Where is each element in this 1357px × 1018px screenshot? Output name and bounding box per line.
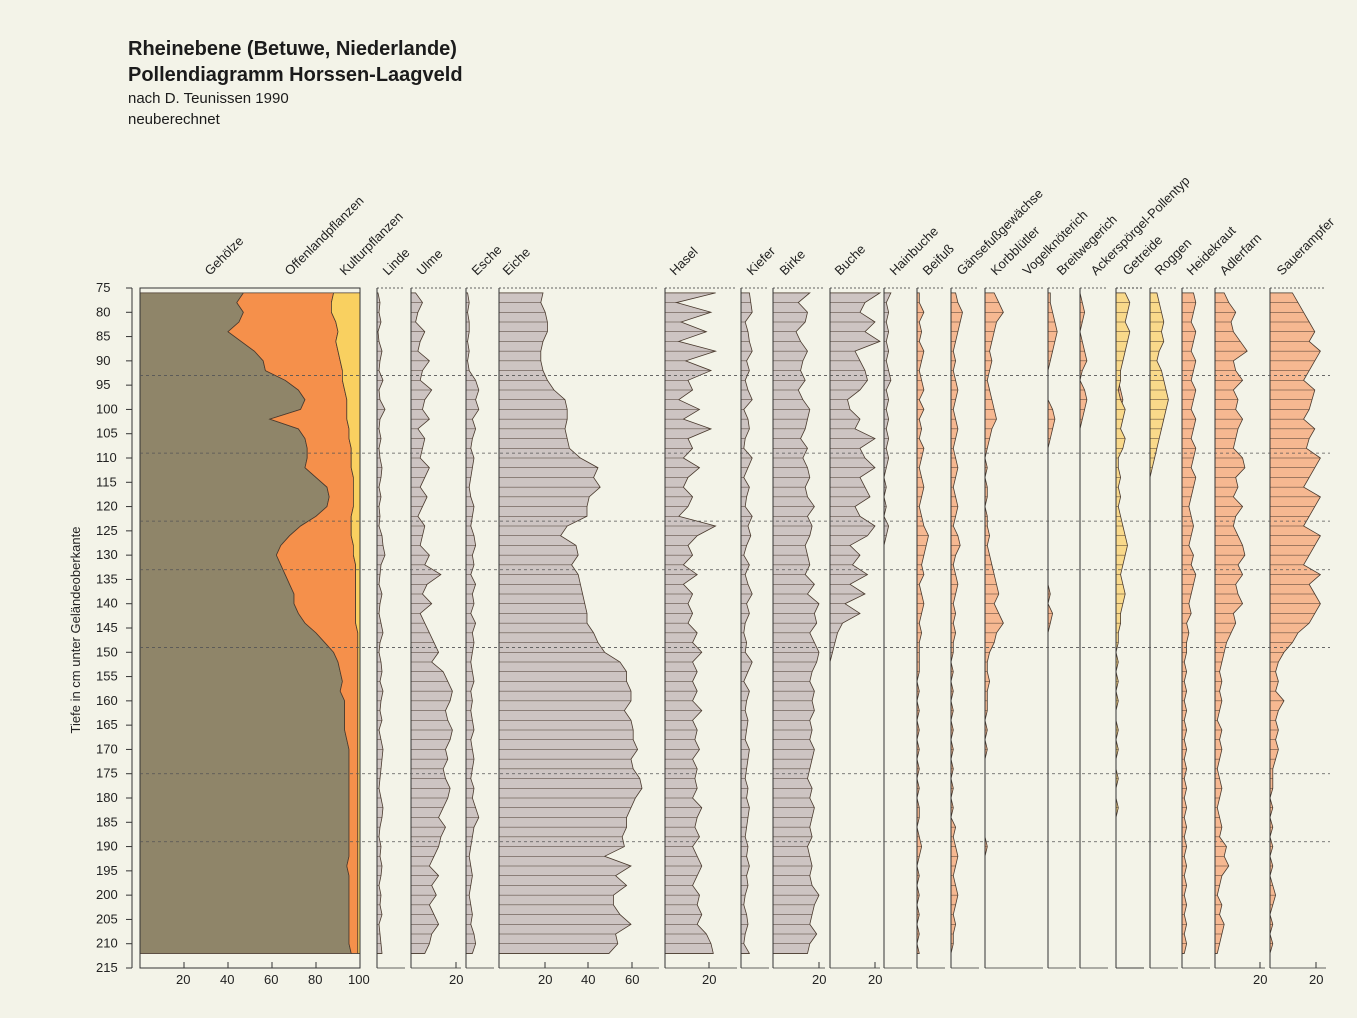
depth-tick-label: 140 <box>96 596 118 611</box>
depth-tick-label: 145 <box>96 620 118 635</box>
main-x-tick-label: 40 <box>220 972 234 987</box>
depth-tick-label: 210 <box>96 936 118 951</box>
depth-tick-label: 135 <box>96 571 118 586</box>
taxon-x-tick-label: 20 <box>449 972 463 987</box>
taxon-x-tick-label: 20 <box>1253 972 1267 987</box>
depth-tick-label: 125 <box>96 523 118 538</box>
taxon-x-tick-label: 40 <box>581 972 595 987</box>
taxon-label-eiche: Eiche <box>500 245 534 279</box>
depth-tick-label: 155 <box>96 669 118 684</box>
taxon-label-linde: Linde <box>380 245 413 278</box>
taxon-x-tick-label: 60 <box>625 972 639 987</box>
depth-tick-label: 205 <box>96 911 118 926</box>
depth-tick-label: 75 <box>96 280 110 295</box>
taxon-x-tick-label: 20 <box>702 972 716 987</box>
taxon-curve-breitwegerich <box>1079 292 1088 954</box>
chart-title-line1: Rheinebene (Betuwe, Niederlande) <box>128 38 457 60</box>
taxon-x-tick-label: 20 <box>868 972 882 987</box>
chart-title-line2: Pollendiagramm Horssen-Laagveld <box>128 64 463 86</box>
taxon-label-birke: Birke <box>777 247 809 279</box>
depth-tick-label: 105 <box>96 426 118 441</box>
depth-tick-label: 200 <box>96 887 118 902</box>
depth-tick-label: 195 <box>96 863 118 878</box>
taxon-label-buche: Buche <box>832 241 869 278</box>
taxon-label-hasel: Hasel <box>667 244 701 278</box>
taxon-label-ulme: Ulme <box>414 246 446 278</box>
main-x-tick-label: 60 <box>264 972 278 987</box>
depth-tick-label: 175 <box>96 766 118 781</box>
depth-tick-label: 120 <box>96 499 118 514</box>
taxon-label-sauerampfer: Sauerampfer <box>1274 214 1338 278</box>
taxon-curve-roggen <box>1149 292 1169 954</box>
depth-tick-label: 115 <box>96 474 117 489</box>
main-panel-frame <box>139 287 361 969</box>
chart-subtitle-line2: neuberechnet <box>128 111 220 128</box>
depth-tick-label: 85 <box>96 329 110 344</box>
depth-tick-label: 170 <box>96 741 118 756</box>
depth-tick-label: 80 <box>96 304 110 319</box>
taxon-curve-hainbuche <box>883 292 892 954</box>
taxon-x-tick-label: 20 <box>812 972 826 987</box>
depth-tick-label: 180 <box>96 790 118 805</box>
taxon-x-tick-label: 20 <box>538 972 552 987</box>
title-block: Rheinebene (Betuwe, Niederlande) Pollend… <box>128 36 463 130</box>
depth-tick-label: 110 <box>96 450 117 465</box>
depth-tick-label: 130 <box>96 547 118 562</box>
depth-axis-title: Tiefe in cm unter Geländeoberkante <box>68 527 83 734</box>
main-x-tick-label: 80 <box>308 972 322 987</box>
depth-tick-label: 100 <box>96 401 118 416</box>
taxon-x-tick-label: 20 <box>1309 972 1323 987</box>
taxon-label-kiefer: Kiefer <box>744 243 779 278</box>
depth-tick-label: 160 <box>96 693 118 708</box>
main-x-tick-label: 100 <box>348 972 370 987</box>
depth-tick-label: 190 <box>96 839 118 854</box>
depth-tick-label: 150 <box>96 644 118 659</box>
taxon-label-esche: Esche <box>469 242 505 278</box>
depth-tick-label: 95 <box>96 377 110 392</box>
depth-tick-label: 165 <box>96 717 118 732</box>
series-label-gehölze: Gehölze <box>202 233 247 278</box>
depth-tick-label: 185 <box>96 814 118 829</box>
depth-tick-label: 90 <box>96 353 110 368</box>
chart-subtitle-line1: nach D. Teunissen 1990 <box>128 90 289 107</box>
main-x-tick-label: 20 <box>176 972 190 987</box>
depth-tick-label: 215 <box>96 960 118 975</box>
